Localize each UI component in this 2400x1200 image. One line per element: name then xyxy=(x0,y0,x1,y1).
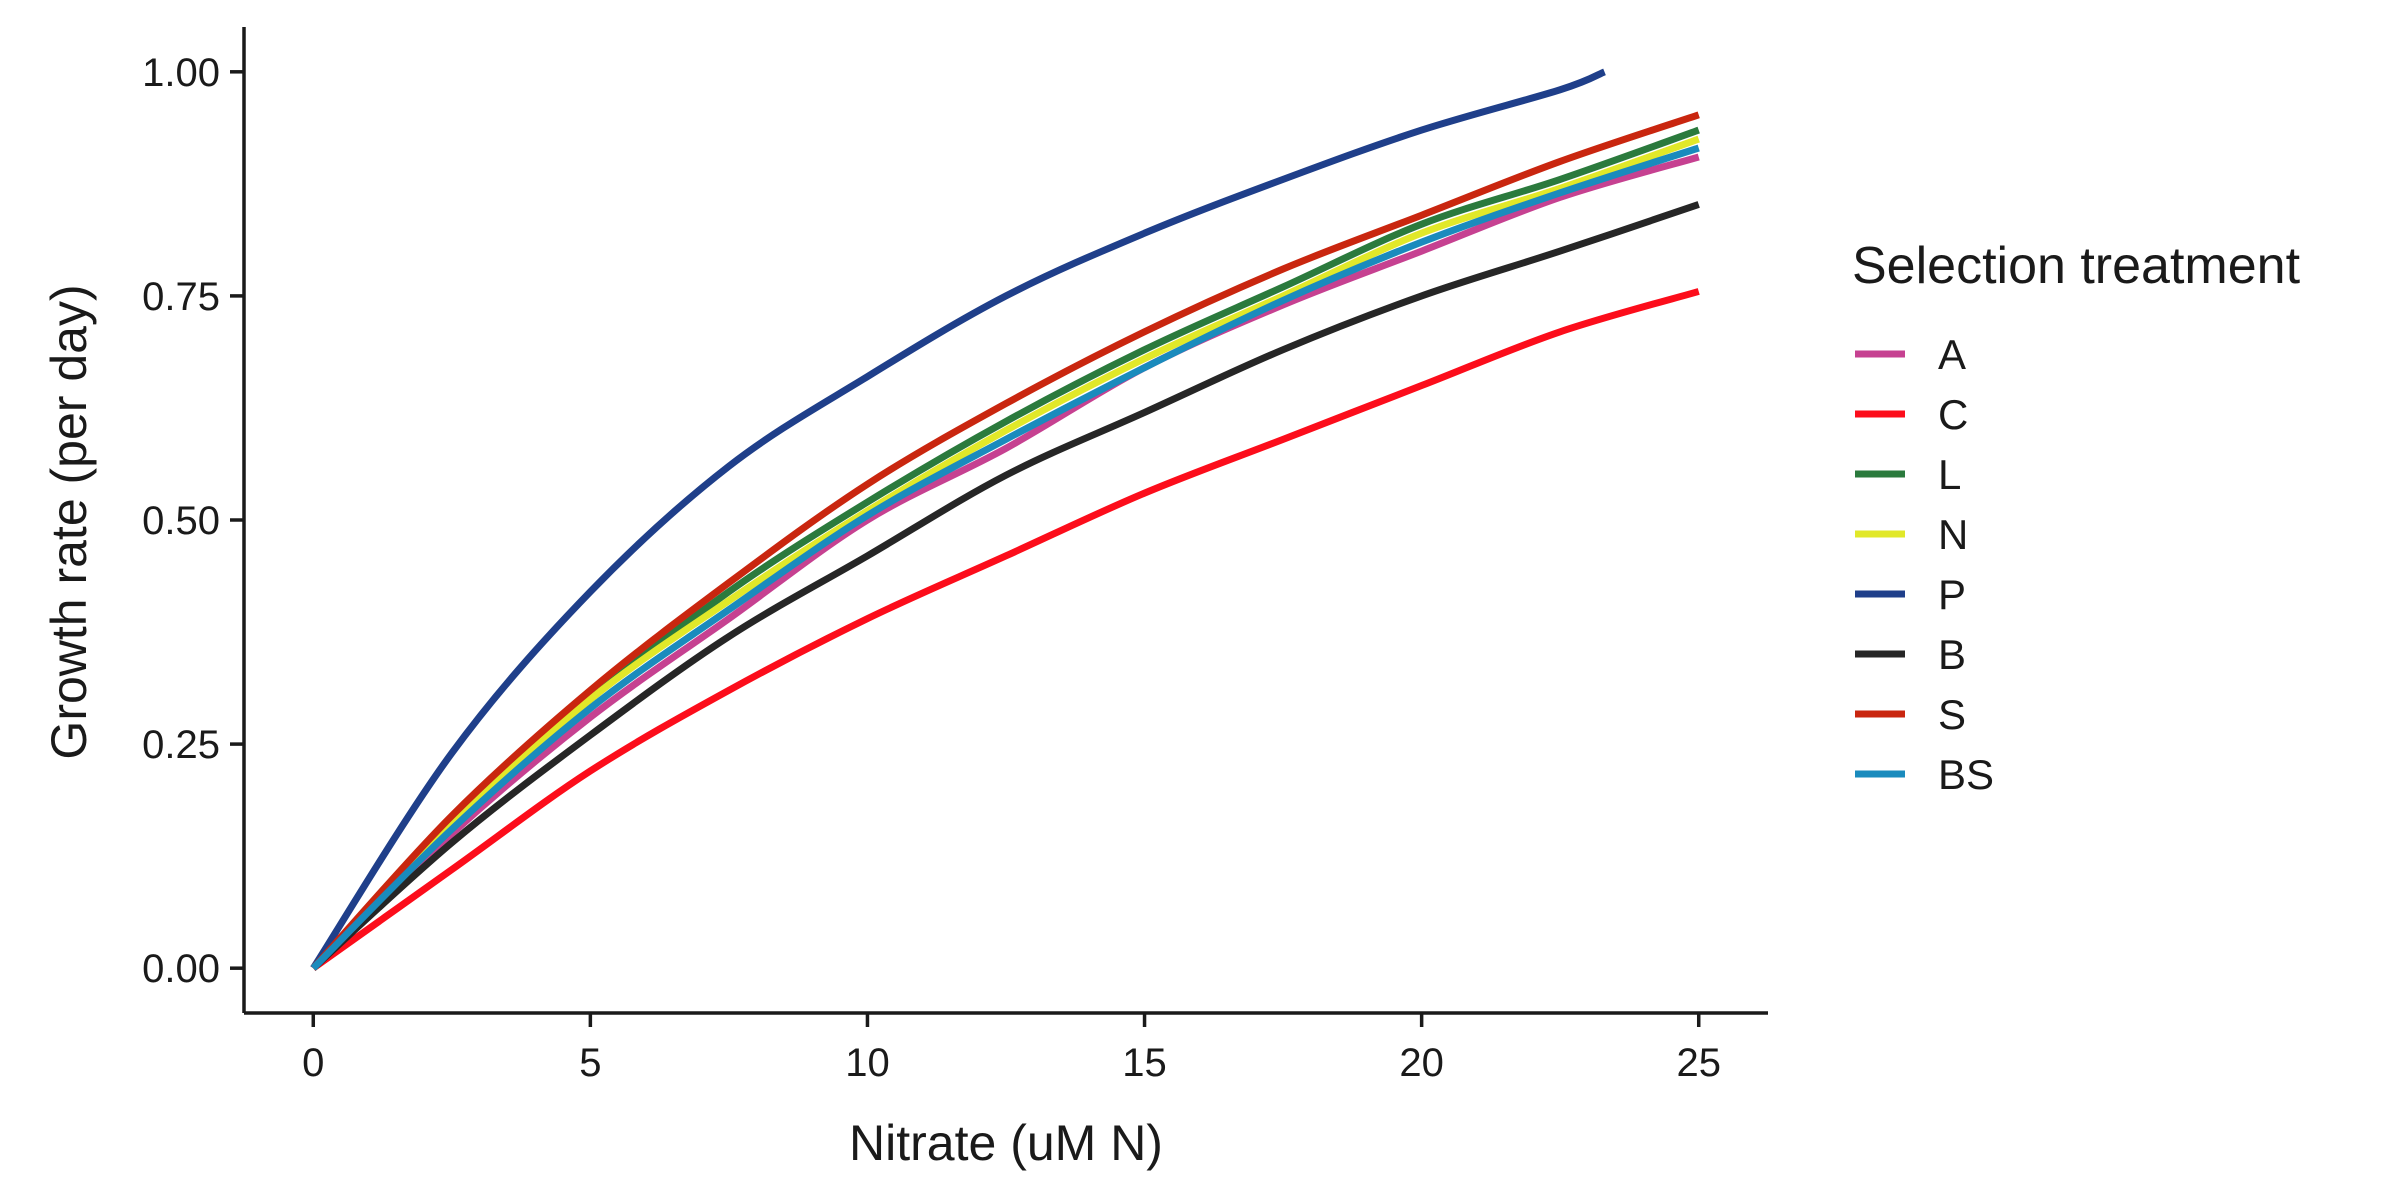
legend-item-p: P xyxy=(1855,571,1966,618)
y-tick-label: 0.00 xyxy=(142,947,220,991)
x-tick-label: 15 xyxy=(1122,1041,1167,1085)
legend-label: A xyxy=(1938,331,1966,378)
legend-label: BS xyxy=(1938,751,1994,798)
y-tick-label: 0.25 xyxy=(142,723,220,767)
x-tick-label: 5 xyxy=(579,1041,601,1085)
legend-item-bs: BS xyxy=(1855,751,1994,798)
y-ticks: 0.00 0.25 0.50 0.75 1.00 xyxy=(142,51,244,991)
legend-title: Selection treatment xyxy=(1852,237,2301,295)
legend-item-n: N xyxy=(1855,511,1968,558)
legend-item-c: C xyxy=(1855,391,1968,438)
series-line-c xyxy=(311,288,1700,972)
legend-label: P xyxy=(1938,571,1966,618)
series-line-bs xyxy=(310,144,1700,971)
x-ticks: 0 5 10 15 20 25 xyxy=(302,1013,1721,1085)
axes xyxy=(242,27,1768,1015)
legend-item-a: A xyxy=(1855,331,1966,378)
legend-item-b: B xyxy=(1855,631,1966,678)
x-tick-label: 10 xyxy=(845,1041,890,1085)
y-tick-label: 0.75 xyxy=(142,275,220,319)
x-tick-label: 25 xyxy=(1676,1041,1721,1085)
series-line-l xyxy=(310,126,1700,971)
series-line-n xyxy=(310,135,1700,971)
series-line-p xyxy=(310,68,1606,971)
legend-label: B xyxy=(1938,631,1966,678)
series-line-a xyxy=(310,153,1700,971)
legend-item-l: L xyxy=(1855,451,1961,498)
legend-label: S xyxy=(1938,691,1966,738)
series-lines xyxy=(310,68,1700,972)
y-tick-label: 1.00 xyxy=(142,51,220,95)
x-axis-title: Nitrate (uM N) xyxy=(849,1115,1163,1171)
y-axis-title: Growth rate (per day) xyxy=(41,284,97,759)
y-tick-label: 0.50 xyxy=(142,499,220,543)
x-tick-label: 0 xyxy=(302,1041,324,1085)
series-line-b xyxy=(310,201,1700,971)
legend-label: N xyxy=(1938,511,1968,558)
series-line-s xyxy=(310,111,1700,971)
legend-label: L xyxy=(1938,451,1961,498)
x-tick-label: 20 xyxy=(1399,1041,1444,1085)
legend-item-s: S xyxy=(1855,691,1966,738)
legend-label: C xyxy=(1938,391,1968,438)
